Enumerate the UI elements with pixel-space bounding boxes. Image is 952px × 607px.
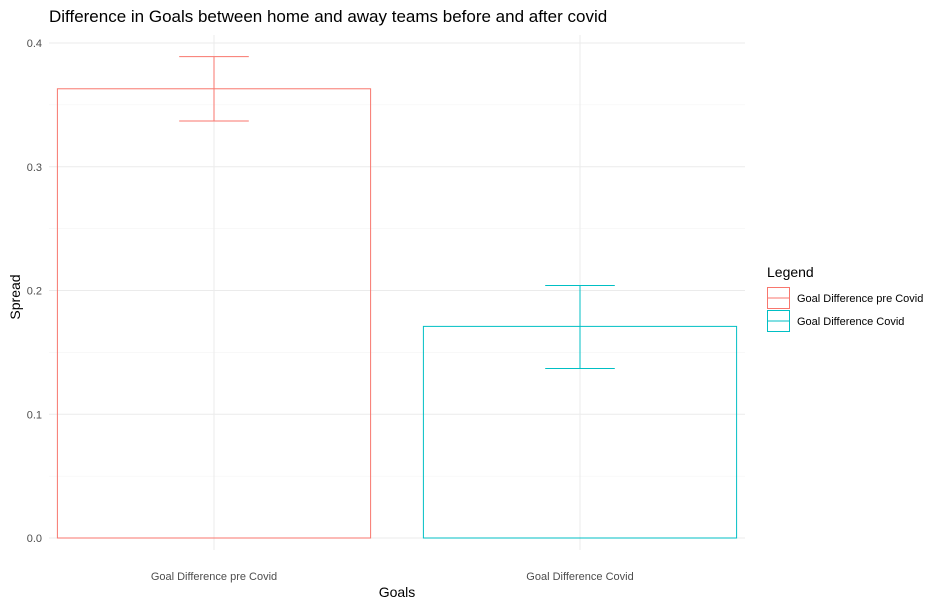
legend-title: Legend [767, 264, 814, 280]
x-tick-label: Goal Difference Covid [526, 571, 633, 583]
y-tick-label: 0.4 [27, 38, 42, 50]
y-tick-label: 0.0 [27, 533, 42, 545]
chart-title: Difference in Goals between home and awa… [49, 7, 607, 26]
error-bar [179, 56, 249, 122]
legend: Legend Goal Difference pre Covid Goal Dif… [767, 264, 923, 332]
y-tick-label: 0.1 [27, 409, 42, 421]
legend-item: Goal Difference Covid [767, 310, 904, 332]
y-axis-title: Spread [7, 274, 23, 319]
bars [56, 88, 738, 539]
legend-label: Goal Difference Covid [797, 316, 904, 328]
legend-label: Goal Difference pre Covid [797, 293, 923, 305]
grid-lines [49, 35, 745, 550]
x-tick-label: Goal Difference pre Covid [151, 571, 277, 583]
y-tick-label: 0.3 [27, 162, 42, 174]
legend-item: Goal Difference pre Covid [767, 287, 923, 309]
y-tick-label: 0.2 [27, 286, 42, 298]
y-tick-labels: 0.0 0.1 0.2 0.3 0.4 [27, 38, 42, 545]
error-bar [545, 285, 615, 369]
x-axis-title: Goals [379, 584, 416, 600]
x-tick-labels: Goal Difference pre Covid Goal Difference… [151, 571, 634, 583]
error-bars [179, 56, 615, 369]
